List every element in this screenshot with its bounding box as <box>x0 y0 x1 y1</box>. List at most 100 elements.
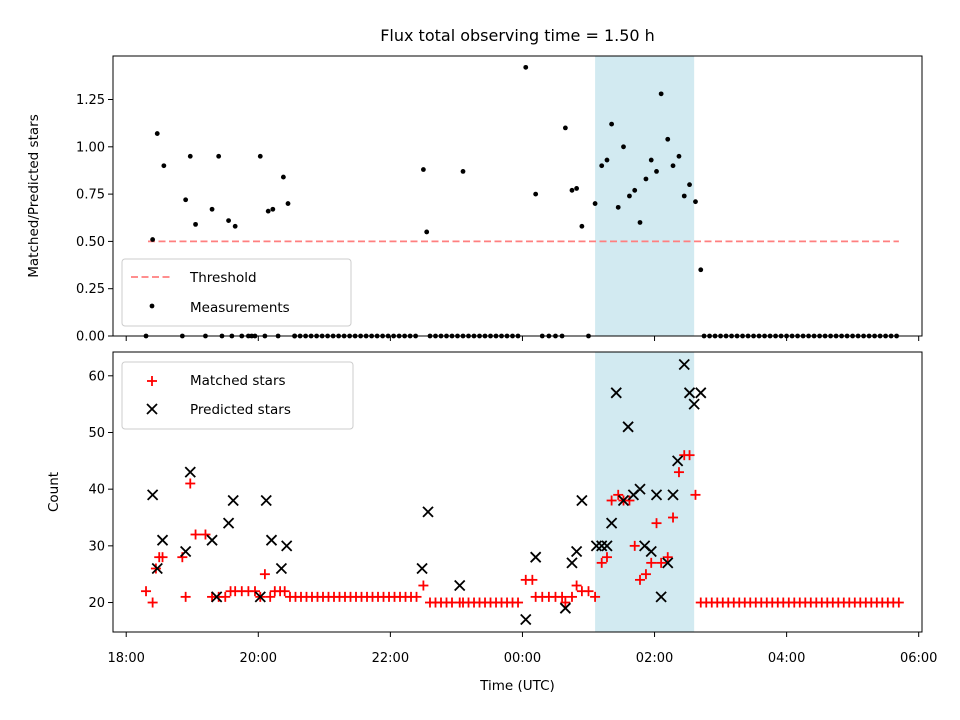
measurement-point <box>533 191 539 197</box>
top-y-tick-label: 1.25 <box>76 93 105 108</box>
predicted-star-point <box>146 489 159 501</box>
legend-measurement-swatch <box>149 303 155 309</box>
bottom-legend-box <box>121 361 354 430</box>
matched-star-point <box>613 489 624 500</box>
predicted-star-point <box>281 540 293 552</box>
matched-star-point <box>513 597 524 608</box>
top-y-ticks: 0.00 0.25 0.50 0.75 1.00 1.25 <box>76 93 113 345</box>
measurement-point <box>562 125 568 131</box>
measurement-point <box>637 220 643 225</box>
bottom-axes-frame <box>112 351 923 633</box>
top-y-tick-label: 0.50 <box>76 235 105 250</box>
predicted-star-point <box>254 591 266 603</box>
legend-measurements-label: Measurements <box>190 300 290 316</box>
measurement-point <box>280 174 286 180</box>
matched-star-point <box>150 563 161 574</box>
matched-star-point <box>249 586 260 597</box>
matched-star-point <box>557 591 568 602</box>
predicted-star-point <box>617 494 630 507</box>
predicted-star-point <box>260 494 272 507</box>
measurement-point <box>216 153 222 159</box>
matched-star-point <box>259 569 270 580</box>
matched-star-point <box>601 552 612 563</box>
measurement-point <box>676 153 682 159</box>
predicted-star-point <box>275 562 288 575</box>
predicted-star-point <box>605 517 618 529</box>
bottom-y-ticks: 20 30 40 50 60 <box>88 369 113 611</box>
matched-stars-points <box>141 450 904 608</box>
measurement-point <box>665 136 671 142</box>
measurement-point <box>569 187 575 193</box>
matched-star-point <box>651 518 662 529</box>
predicted-star-point <box>695 387 707 399</box>
predicted-star-point <box>634 483 646 495</box>
top-y-axis-label: Matched/Predicted stars <box>26 114 42 277</box>
measurement-point <box>670 163 676 169</box>
top-y-tick-label: 0.75 <box>76 188 105 203</box>
top-panel: 0.00 0.25 0.50 0.75 1.00 1.25 Flux total obse… <box>26 26 923 345</box>
x-tick-label: 02:00 <box>636 651 673 666</box>
predicted-star-point <box>211 591 223 603</box>
predicted-star-point <box>520 613 532 626</box>
measurement-point <box>698 267 704 273</box>
predicted-star-point <box>227 494 239 507</box>
matched-star-point <box>606 495 617 506</box>
predicted-star-point <box>645 545 657 558</box>
bottom-y-axis-label: Count <box>46 472 62 512</box>
bottom-x-ticks: 18:00 20:00 22:00 00:00 02:00 04:00 06:00 <box>107 632 937 666</box>
measurement-point <box>150 237 156 242</box>
measurement-point <box>285 201 291 206</box>
matched-star-point <box>656 557 667 568</box>
matched-star-point <box>668 512 679 523</box>
measurement-point <box>681 193 687 199</box>
bottom-highlight-band <box>595 352 695 632</box>
top-y-tick-label: 0.00 <box>76 330 105 345</box>
measurement-point <box>599 163 605 169</box>
predicted-star-point <box>156 534 169 546</box>
matched-star-point <box>646 557 657 568</box>
predicted-star-point <box>422 506 434 518</box>
x-tick-label: 20:00 <box>240 651 277 666</box>
matched-star-point <box>411 591 422 602</box>
predicted-star-point <box>566 557 578 569</box>
x-tick-label: 18:00 <box>107 651 144 666</box>
predicted-star-point <box>590 540 603 552</box>
x-tick-label: 00:00 <box>504 651 541 666</box>
legend-matched-swatch <box>147 376 157 386</box>
measurement-point <box>209 206 215 212</box>
matched-star-point <box>147 597 158 608</box>
x-tick-label: 22:00 <box>372 651 409 666</box>
predicted-star-point <box>559 602 572 614</box>
measurement-point <box>643 176 649 182</box>
legend-predicted-swatch <box>146 403 158 415</box>
measurement-point <box>420 167 426 172</box>
predicted-star-point <box>683 387 696 399</box>
measurement-point <box>193 221 198 227</box>
matched-star-point <box>624 495 635 506</box>
bottom-y-tick-label: 40 <box>88 483 105 498</box>
matched-star-point <box>629 540 640 551</box>
predicted-star-point <box>610 387 622 399</box>
legend-plus-marker <box>147 376 157 386</box>
legend-matched-label: Matched stars <box>190 373 286 389</box>
matched-star-point <box>527 574 538 585</box>
matched-star-point <box>447 597 458 608</box>
measurement-point <box>592 201 598 206</box>
matched-star-point <box>418 580 429 591</box>
measurement-point <box>604 157 610 163</box>
chart-title: Flux total observing time = 1.50 h <box>380 26 655 45</box>
measurement-point <box>183 197 189 203</box>
matched-star-point <box>141 586 152 597</box>
matched-star-point <box>190 529 201 540</box>
bottom-y-tick-label: 20 <box>88 596 105 611</box>
measurement-point <box>154 131 160 136</box>
legend-threshold-label: Threshold <box>189 270 257 286</box>
x-tick-label: 04:00 <box>768 651 805 666</box>
predicted-star-point <box>678 358 690 371</box>
top-legend-box <box>121 258 352 327</box>
predicted-star-point <box>454 579 466 592</box>
top-axes-frame <box>112 55 923 337</box>
measurement-point <box>424 229 430 235</box>
predicted-star-point <box>570 545 583 558</box>
matched-star-point <box>583 586 594 597</box>
